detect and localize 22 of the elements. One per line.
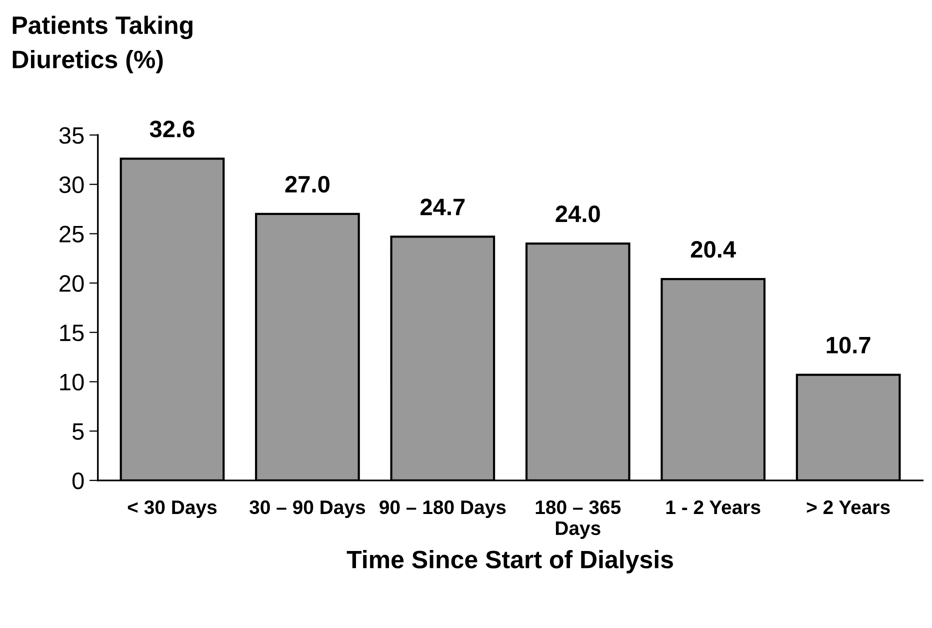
y-axis-title: Patients Taking Diuretics (%) (12, 16, 192, 74)
data-label: 20.4 (690, 241, 736, 258)
x-tick-label: 90 – 180 Days (380, 500, 506, 518)
data-label: 24.7 (420, 198, 465, 216)
data-label: 27.0 (285, 176, 330, 193)
data-label: 32.6 (150, 120, 194, 138)
data-label: 24.0 (556, 206, 600, 222)
y-tick-label: 0 (72, 472, 84, 490)
x-tick-label: < 30 Days (128, 500, 217, 518)
y-tick-label: 5 (72, 423, 84, 440)
y-tick-label: 30 (59, 176, 84, 194)
y-tick-label: 10 (60, 374, 84, 391)
x-tick-label: 30 – 90 Days (250, 500, 366, 518)
y-tick-label: 15 (60, 324, 84, 342)
data-label: 10.7 (826, 336, 870, 354)
x-tick-label: 1 - 2 Years (666, 500, 760, 514)
y-tick-label: 25 (60, 226, 84, 242)
x-tick-label: 180 – 365 Days (536, 500, 621, 539)
y-tick-label: 20 (60, 275, 84, 292)
x-tick-label: > 2 Years (806, 500, 890, 514)
x-axis-title: Time Since Start of Dialysis (346, 550, 673, 574)
y-tick-label: 35 (59, 127, 84, 144)
